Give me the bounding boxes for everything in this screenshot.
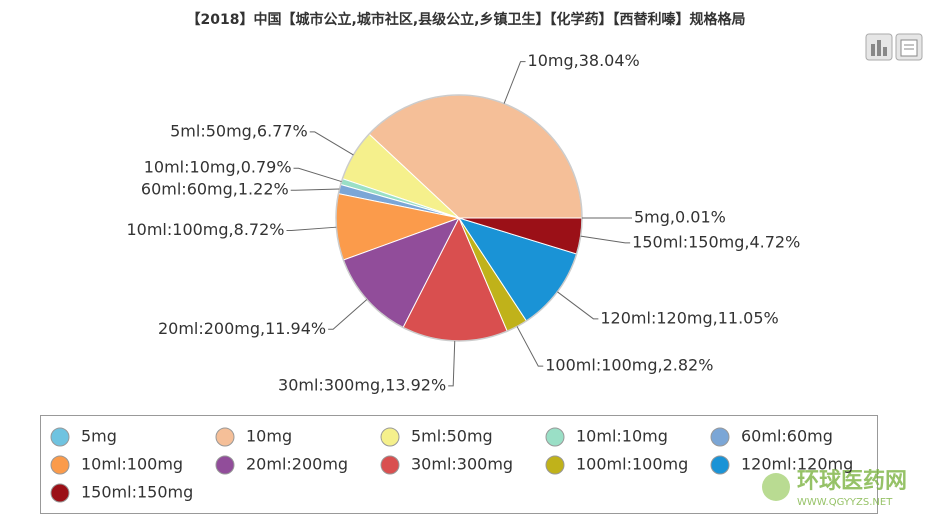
- leader-line: [309, 131, 354, 156]
- leader-line: [328, 299, 368, 330]
- data-label: 10ml:100mg,8.72%: [126, 220, 284, 239]
- legend-label: 100ml:100mg: [576, 455, 688, 474]
- legend-swatch: [50, 483, 70, 503]
- leader-line: [448, 340, 456, 387]
- data-label: 5mg,0.01%: [634, 207, 726, 226]
- legend-label: 30ml:300mg: [411, 455, 513, 474]
- toolbar[interactable]: [865, 33, 923, 61]
- data-label: 10mg,38.04%: [528, 51, 640, 70]
- legend-swatch: [215, 455, 235, 475]
- legend-label: 10ml:10mg: [576, 427, 668, 446]
- legend-label: 150ml:150mg: [81, 483, 193, 502]
- legend-label: 5mg: [81, 427, 117, 446]
- leader-line: [516, 326, 544, 367]
- legend-label: 120ml:120mg: [741, 455, 853, 474]
- leader-line: [290, 188, 340, 191]
- data-label: 10ml:10mg,0.79%: [144, 158, 292, 177]
- leader-line: [503, 61, 526, 104]
- leader-line: [293, 167, 342, 183]
- legend-swatch: [380, 427, 400, 447]
- leader-line: [286, 226, 337, 232]
- watermark: 环球医药网 WWW.QGYYZS.NET: [762, 469, 907, 508]
- legend-swatch: [545, 455, 565, 475]
- legend-label: 10mg: [246, 427, 292, 446]
- legend-swatch: [50, 455, 70, 475]
- data-label: 60ml:60mg,1.22%: [141, 180, 289, 199]
- data-label: 5ml:50mg,6.77%: [170, 121, 308, 140]
- data-label: 150ml:150mg,4.72%: [632, 232, 800, 251]
- leader-line: [580, 235, 631, 244]
- legend-label: 10ml:100mg: [81, 455, 183, 474]
- legend-swatch: [710, 427, 730, 447]
- legend-label: 20ml:200mg: [246, 455, 348, 474]
- legend-label: 5ml:50mg: [411, 427, 493, 446]
- data-label: 120ml:120mg,11.05%: [600, 308, 778, 327]
- legend-swatch: [215, 427, 235, 447]
- data-label: 20ml:200mg,11.94%: [158, 319, 326, 338]
- legend-swatch: [710, 455, 730, 475]
- watermark-name: 环球医药网: [797, 469, 907, 494]
- legend-swatch: [545, 427, 565, 447]
- watermark-url: WWW.QGYYZS.NET: [797, 497, 893, 508]
- pie-border: [335, 94, 583, 342]
- data-label: 100ml:100mg,2.82%: [545, 356, 713, 375]
- legend-box: [40, 415, 878, 514]
- data-label: 30ml:300mg,13.92%: [278, 375, 446, 394]
- legend-swatch: [380, 455, 400, 475]
- leader-line: [557, 291, 599, 320]
- chart-title: 【2018】中国【城市公立,城市社区,县级公立,乡镇卫生】【化学药】【西替利嗪】…: [187, 11, 746, 28]
- legend-swatch: [50, 427, 70, 447]
- legend-label: 60ml:60mg: [741, 427, 833, 446]
